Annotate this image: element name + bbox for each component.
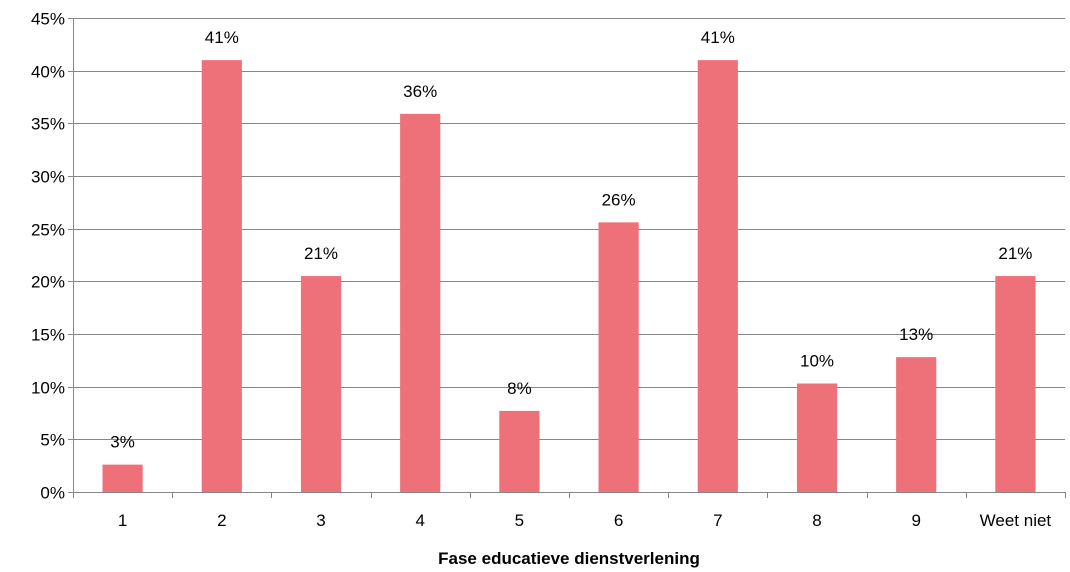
data-label: 13% (899, 325, 933, 344)
bar (995, 276, 1036, 492)
x-tick-label: 3 (316, 511, 325, 530)
x-tick-label: 5 (515, 511, 524, 530)
y-tick-label: 5% (40, 431, 65, 450)
x-tick-label: 4 (415, 511, 424, 530)
data-label: 41% (701, 28, 735, 47)
data-label: 21% (998, 244, 1032, 263)
bar (896, 357, 937, 492)
x-tick-label: 1 (118, 511, 127, 530)
x-tick-label: 2 (217, 511, 226, 530)
bar (697, 60, 738, 493)
bar (201, 60, 242, 493)
y-tick-label: 15% (31, 326, 65, 345)
bar (499, 410, 540, 492)
data-label: 8% (507, 379, 532, 398)
x-tick-label: 7 (713, 511, 722, 530)
data-labels: 3% 41% 21% 36% 8% 26% 41% 10% 13% 21% (110, 28, 1032, 451)
data-label: 26% (602, 190, 636, 209)
y-tick-label: 45% (31, 10, 65, 29)
data-label: 10% (800, 352, 834, 371)
y-tick-label: 0% (40, 484, 65, 503)
y-tick-label: 30% (31, 168, 65, 187)
x-axis-title: Fase educatieve dienstverlening (438, 549, 700, 568)
data-label: 36% (403, 82, 437, 101)
data-label: 21% (304, 244, 338, 263)
y-tick-label: 40% (31, 63, 65, 82)
y-tick-label: 25% (31, 221, 65, 240)
bar (400, 113, 441, 492)
y-tick-label: 20% (31, 273, 65, 292)
bar (102, 464, 143, 492)
bars (102, 60, 1036, 493)
x-tick-label: 9 (911, 511, 920, 530)
bar (300, 276, 342, 492)
y-tick-label: 35% (31, 115, 65, 134)
bar (796, 383, 838, 492)
x-tick-label: Weet niet (980, 511, 1052, 530)
data-label: 41% (205, 28, 239, 47)
y-tick-label: 10% (31, 379, 65, 398)
x-axis: 1 2 3 4 5 6 7 8 9 Weet niet (73, 18, 1066, 530)
x-tick-label: 6 (614, 511, 623, 530)
y-axis-ticks: 0% 5% 10% 15% 20% 25% 30% 35% 40% 45% (31, 10, 73, 503)
bar (598, 222, 639, 492)
data-label: 3% (110, 433, 135, 452)
x-tick-label: 8 (812, 511, 821, 530)
